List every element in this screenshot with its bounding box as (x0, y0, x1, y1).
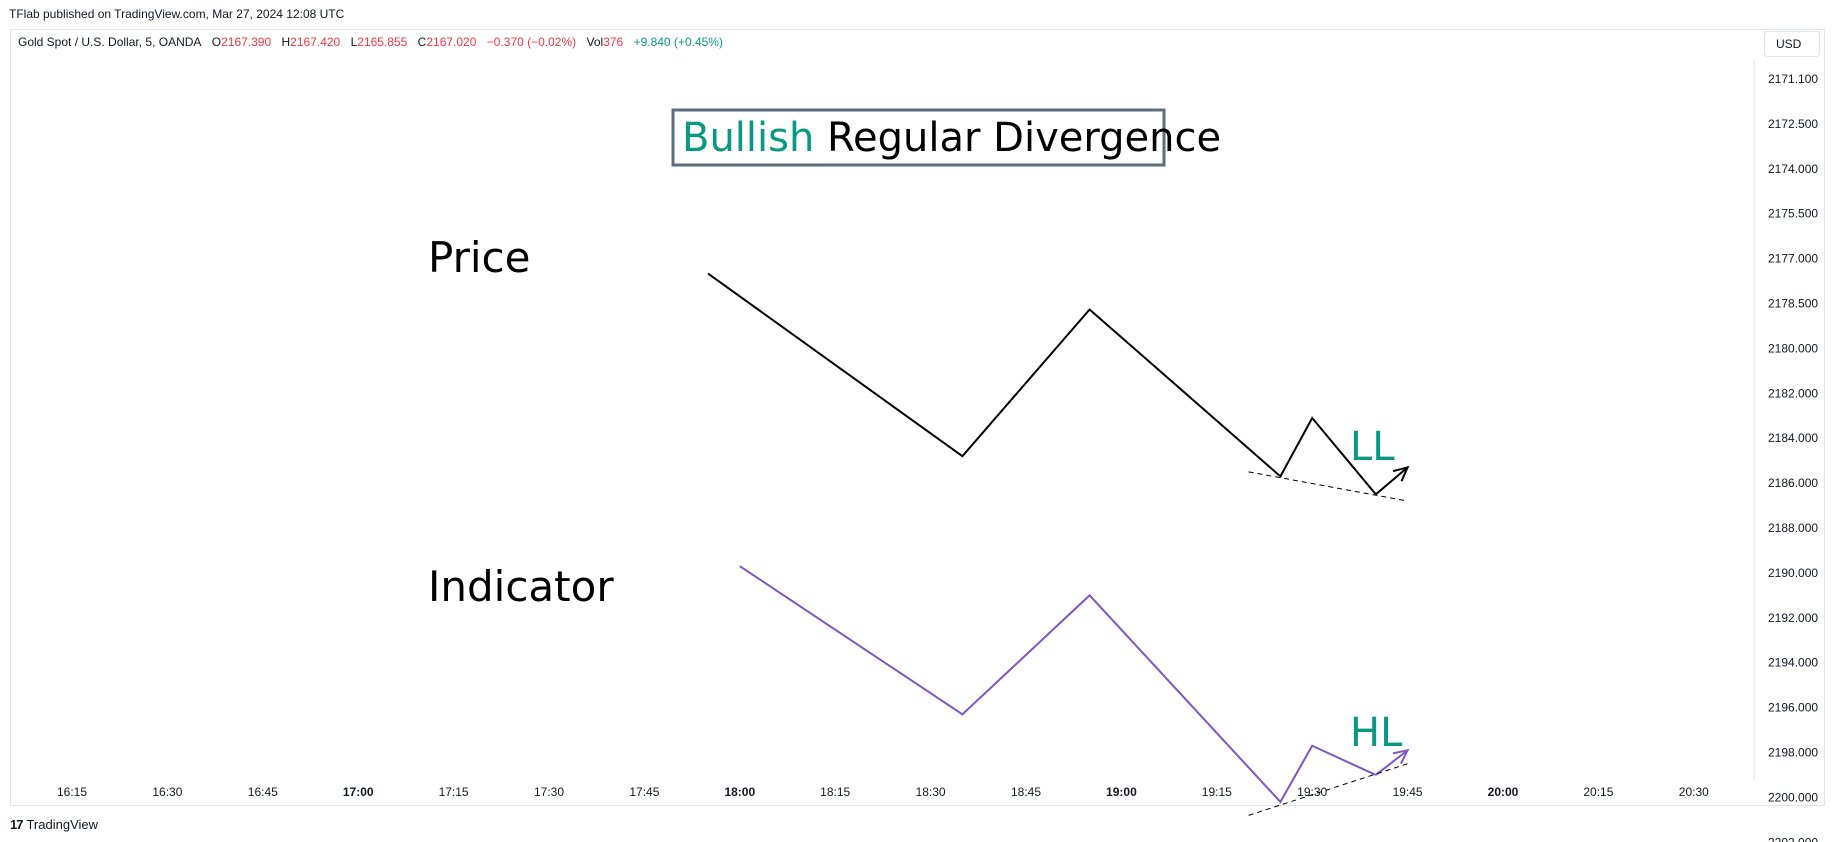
close-value: 2167.020 (426, 35, 477, 49)
x-tick-label: 17:30 (534, 785, 564, 799)
x-tick-label: 19:15 (1202, 785, 1232, 799)
tradingview-brand: TradingView (26, 817, 99, 832)
x-tick-label: 17:45 (629, 785, 659, 799)
high-value: 2167.420 (290, 35, 341, 49)
y-tick-label: 2182.000 (1768, 386, 1818, 400)
y-tick-label: 2194.000 (1768, 656, 1818, 670)
y-tick-label: 2172.500 (1768, 117, 1818, 131)
x-tick-label: 17:15 (439, 785, 469, 799)
currency-button[interactable]: USD (1764, 31, 1820, 57)
x-tick-label: 18:30 (916, 785, 946, 799)
price-line (707, 272, 1377, 495)
chart-frame (10, 29, 1825, 806)
title-divergence-words: Regular Divergence (827, 115, 1221, 161)
y-tick-label: 2202.000 (1768, 835, 1818, 842)
y-tick-label: 2196.000 (1768, 701, 1818, 715)
x-tick-label: 18:15 (820, 785, 850, 799)
change-value: −0.370 (−0.02%) (486, 35, 577, 49)
y-tick-label: 2171.100 (1768, 72, 1818, 86)
x-tick-label: 16:15 (57, 785, 87, 799)
open-value: 2167.390 (221, 35, 272, 49)
x-tick-label: 19:30 (1297, 785, 1327, 799)
x-tick-label: 20:00 (1488, 785, 1519, 799)
close-label: C (417, 35, 427, 49)
open-label: O (211, 35, 222, 49)
x-tick-label: 20:15 (1583, 785, 1613, 799)
y-tick-label: 2192.000 (1768, 611, 1818, 625)
indicator-line (739, 565, 1377, 804)
symbol-name[interactable]: Gold Spot / U.S. Dollar, 5, OANDA (18, 35, 202, 49)
symbol-legend[interactable]: Gold Spot / U.S. Dollar, 5, OANDA O2167.… (18, 35, 723, 49)
chart-title: Bullish Regular Divergence (682, 115, 1221, 161)
x-tick-label: 16:45 (248, 785, 278, 799)
y-tick-label: 2177.000 (1768, 252, 1818, 266)
tradingview-logo[interactable]: 17 TradingView (10, 817, 98, 832)
x-tick-label: 19:45 (1393, 785, 1423, 799)
tradingview-logo-icon: 17 (10, 817, 24, 832)
low-label: L (350, 35, 358, 49)
y-tick-label: 2200.000 (1768, 790, 1818, 804)
lower-low-label: LL (1350, 424, 1395, 470)
y-tick-label: 2190.000 (1768, 566, 1818, 580)
high-label: H (281, 35, 291, 49)
x-tick-label: 20:30 (1679, 785, 1709, 799)
title-bullish-word: Bullish (682, 115, 827, 161)
low-value: 2165.855 (357, 35, 408, 49)
higher-low-label: HL (1350, 710, 1403, 756)
publish-line: TFlab published on TradingView.com, Mar … (9, 7, 345, 21)
y-tick-label: 2198.000 (1768, 746, 1818, 760)
price-panel-label: Price (428, 233, 530, 282)
y-tick-label: 2186.000 (1768, 476, 1818, 490)
volume-label: Vol (586, 35, 604, 49)
indicator-trendline (1248, 763, 1408, 816)
volume-value: 376 (603, 35, 624, 49)
price-arrow-line (1375, 466, 1409, 496)
title-box (671, 108, 1166, 167)
y-tick-label: 2174.000 (1768, 162, 1818, 176)
x-tick-label: 18:00 (724, 785, 755, 799)
y-tick-label: 2180.000 (1768, 341, 1818, 355)
x-tick-label: 18:45 (1011, 785, 1041, 799)
x-tick-label: 17:00 (343, 785, 374, 799)
x-tick-label: 19:00 (1106, 785, 1137, 799)
y-tick-label: 2175.500 (1768, 207, 1818, 221)
y-tick-label: 2184.000 (1768, 431, 1818, 445)
y-tick-label: 2188.000 (1768, 521, 1818, 535)
price-arrowhead (1392, 465, 1410, 482)
y-tick-label: 2178.500 (1768, 297, 1818, 311)
indicator-arrowhead (1392, 748, 1410, 765)
indicator-arrow-line (1375, 749, 1409, 776)
x-tick-label: 16:30 (152, 785, 182, 799)
volume-change: +9.840 (+0.45%) (633, 35, 723, 49)
indicator-panel-label: Indicator (428, 562, 614, 611)
